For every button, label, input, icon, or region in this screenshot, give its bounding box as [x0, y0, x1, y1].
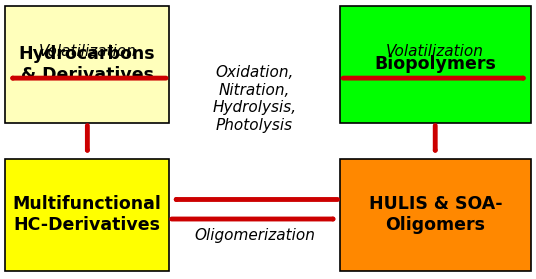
FancyBboxPatch shape	[340, 6, 531, 123]
FancyBboxPatch shape	[5, 6, 169, 123]
Text: Biopolymers: Biopolymers	[375, 55, 496, 73]
Text: Volatilization: Volatilization	[386, 44, 484, 59]
Text: HULIS & SOA-
Oligomers: HULIS & SOA- Oligomers	[369, 195, 502, 234]
Text: Oligomerization: Oligomerization	[194, 228, 315, 243]
FancyBboxPatch shape	[5, 159, 169, 271]
Text: Multifunctional
HC-Derivatives: Multifunctional HC-Derivatives	[13, 195, 161, 234]
FancyBboxPatch shape	[340, 159, 531, 271]
Text: Hydrocarbons
& Derivatives: Hydrocarbons & Derivatives	[19, 45, 155, 84]
Text: Volatilization: Volatilization	[39, 44, 136, 59]
Text: Oxidation,
Nitration,
Hydrolysis,
Photolysis: Oxidation, Nitration, Hydrolysis, Photol…	[213, 66, 296, 133]
